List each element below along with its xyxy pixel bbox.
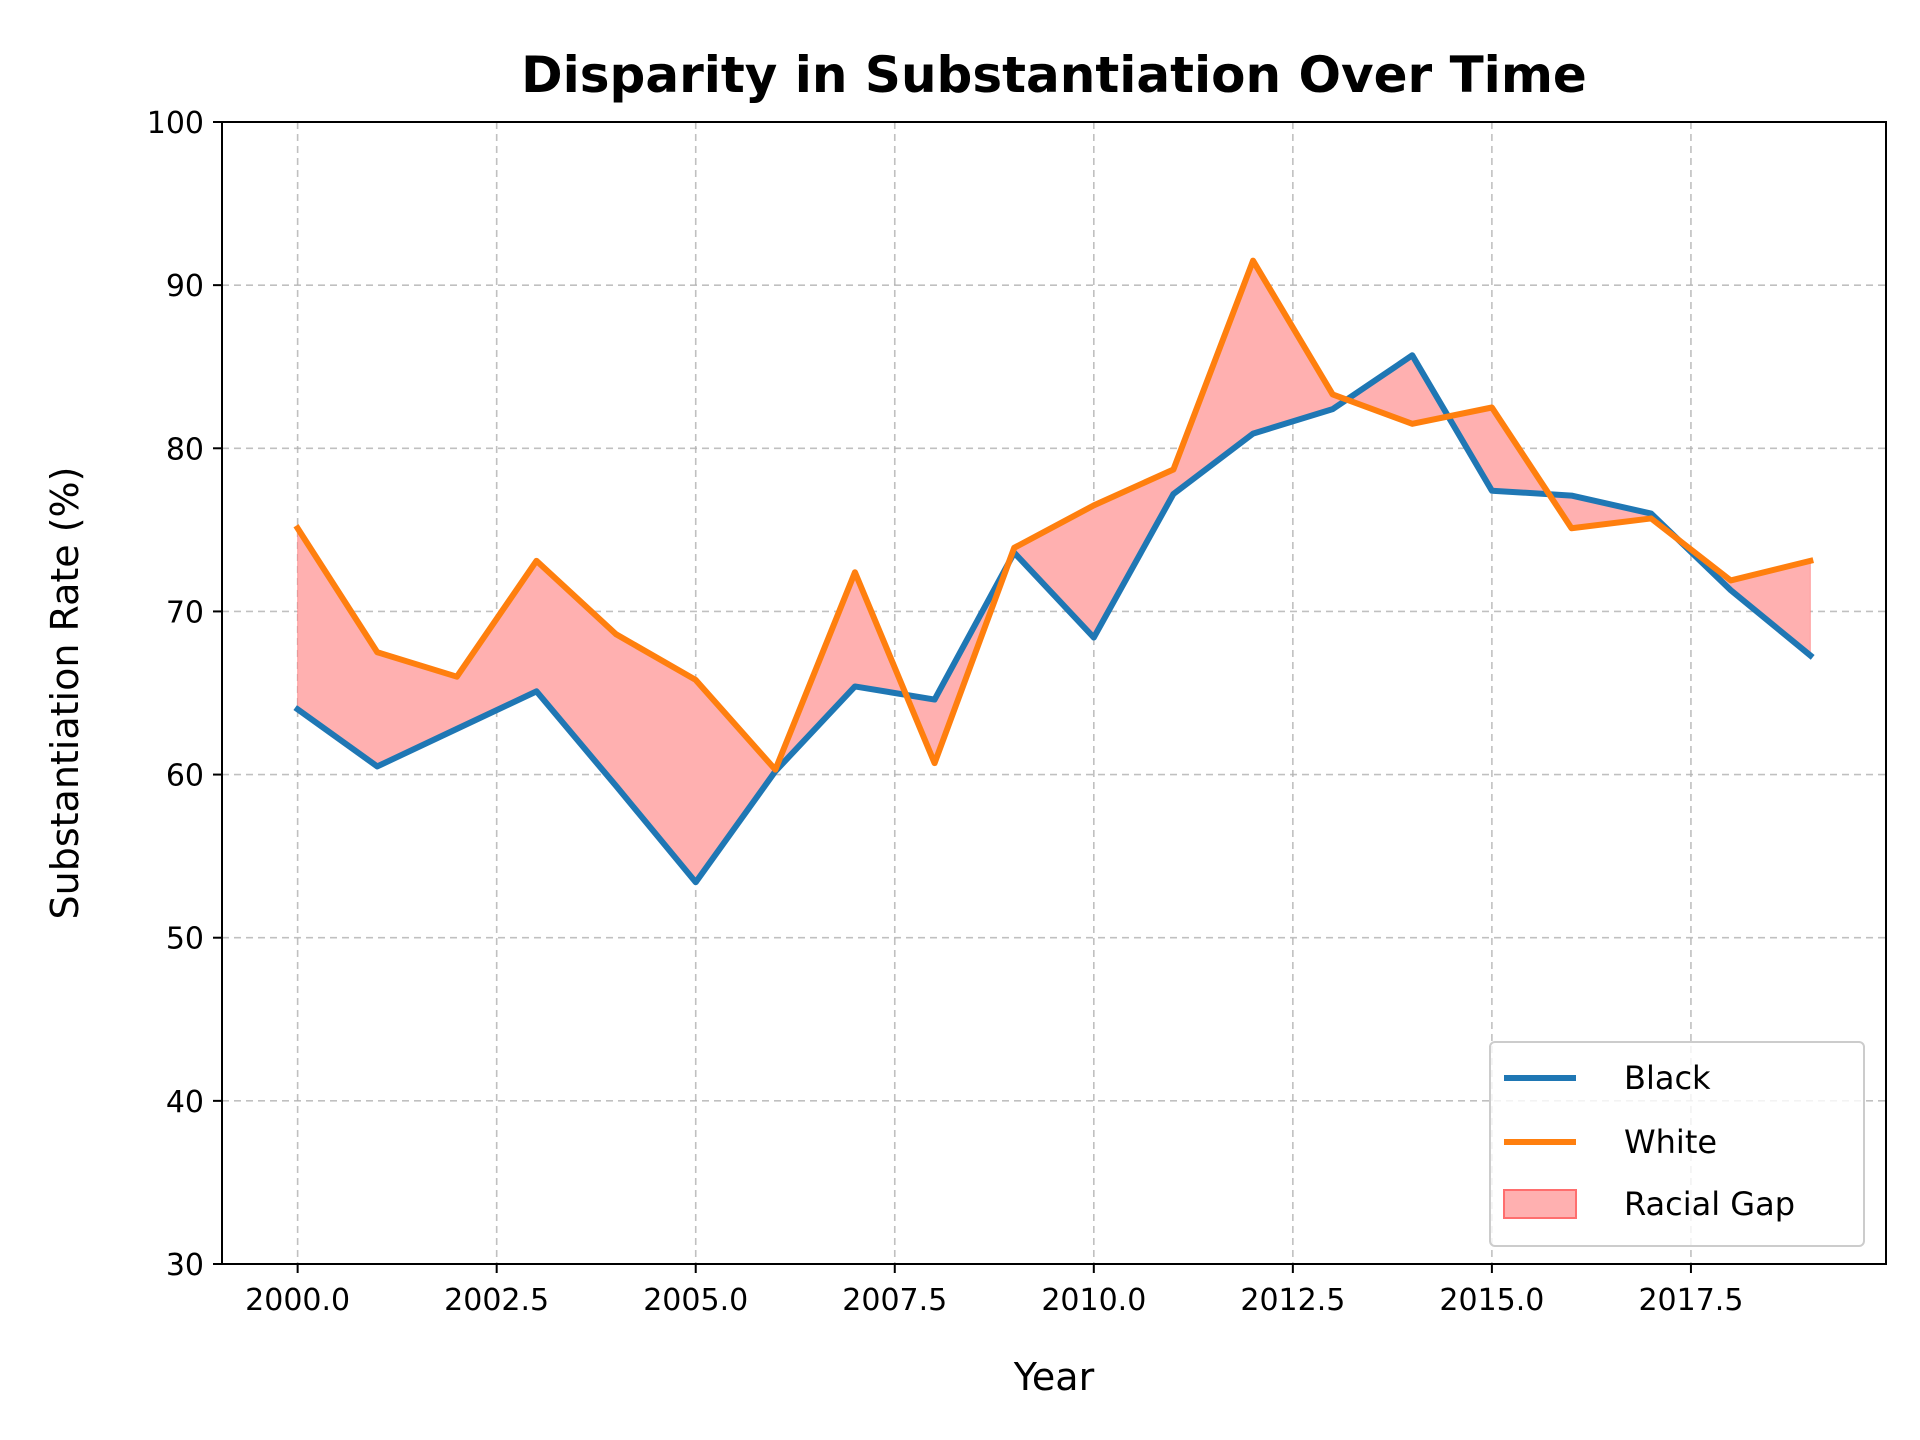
series-line-white (293, 257, 1814, 773)
series-line-black (293, 352, 1815, 886)
x-tick-label: 2007.5 (842, 1283, 947, 1318)
y-tick-label: 30 (166, 1248, 204, 1283)
y-tick-label: 40 (166, 1085, 204, 1120)
x-tick-label: 2000.0 (245, 1283, 350, 1318)
x-tick-label: 2017.5 (1638, 1283, 1743, 1318)
y-tick-label: 50 (166, 922, 204, 957)
chart-title: Disparity in Substantiation Over Time (521, 46, 1587, 104)
x-axis-label: Year (1013, 1355, 1095, 1399)
legend: Black White Racial Gap (1489, 1041, 1865, 1247)
axis-ticks: 2000.0 2002.5 2005.0 2007.5 2010.0 2012.5 2015… (147, 106, 1744, 1318)
legend-label-white: White (1624, 1123, 1717, 1161)
racial-gap-fill (297, 259, 1811, 884)
plot-frame (221, 121, 1887, 1265)
y-tick-label: 80 (166, 432, 204, 467)
y-tick-label: 90 (166, 269, 204, 304)
x-tick-label: 2012.5 (1240, 1283, 1345, 1318)
legend-label-black: Black (1624, 1059, 1711, 1097)
x-tick-label: 2002.5 (444, 1283, 549, 1318)
legend-box (1489, 1041, 1865, 1247)
x-tick-label: 2005.0 (643, 1283, 748, 1318)
racial-gap-area (297, 259, 1811, 884)
y-tick-label: 100 (147, 106, 204, 141)
x-tick-label: 2015.0 (1439, 1283, 1544, 1318)
x-tick-label: 2010.0 (1041, 1283, 1146, 1318)
y-axis-label: Substantiation Rate (%) (43, 467, 87, 920)
series-lines (293, 257, 1815, 886)
y-tick-label: 70 (166, 595, 204, 630)
y-tick-label: 60 (166, 759, 204, 794)
legend-label-racial-gap: Racial Gap (1624, 1185, 1795, 1223)
legend-swatch-racial-gap (1503, 1189, 1577, 1219)
